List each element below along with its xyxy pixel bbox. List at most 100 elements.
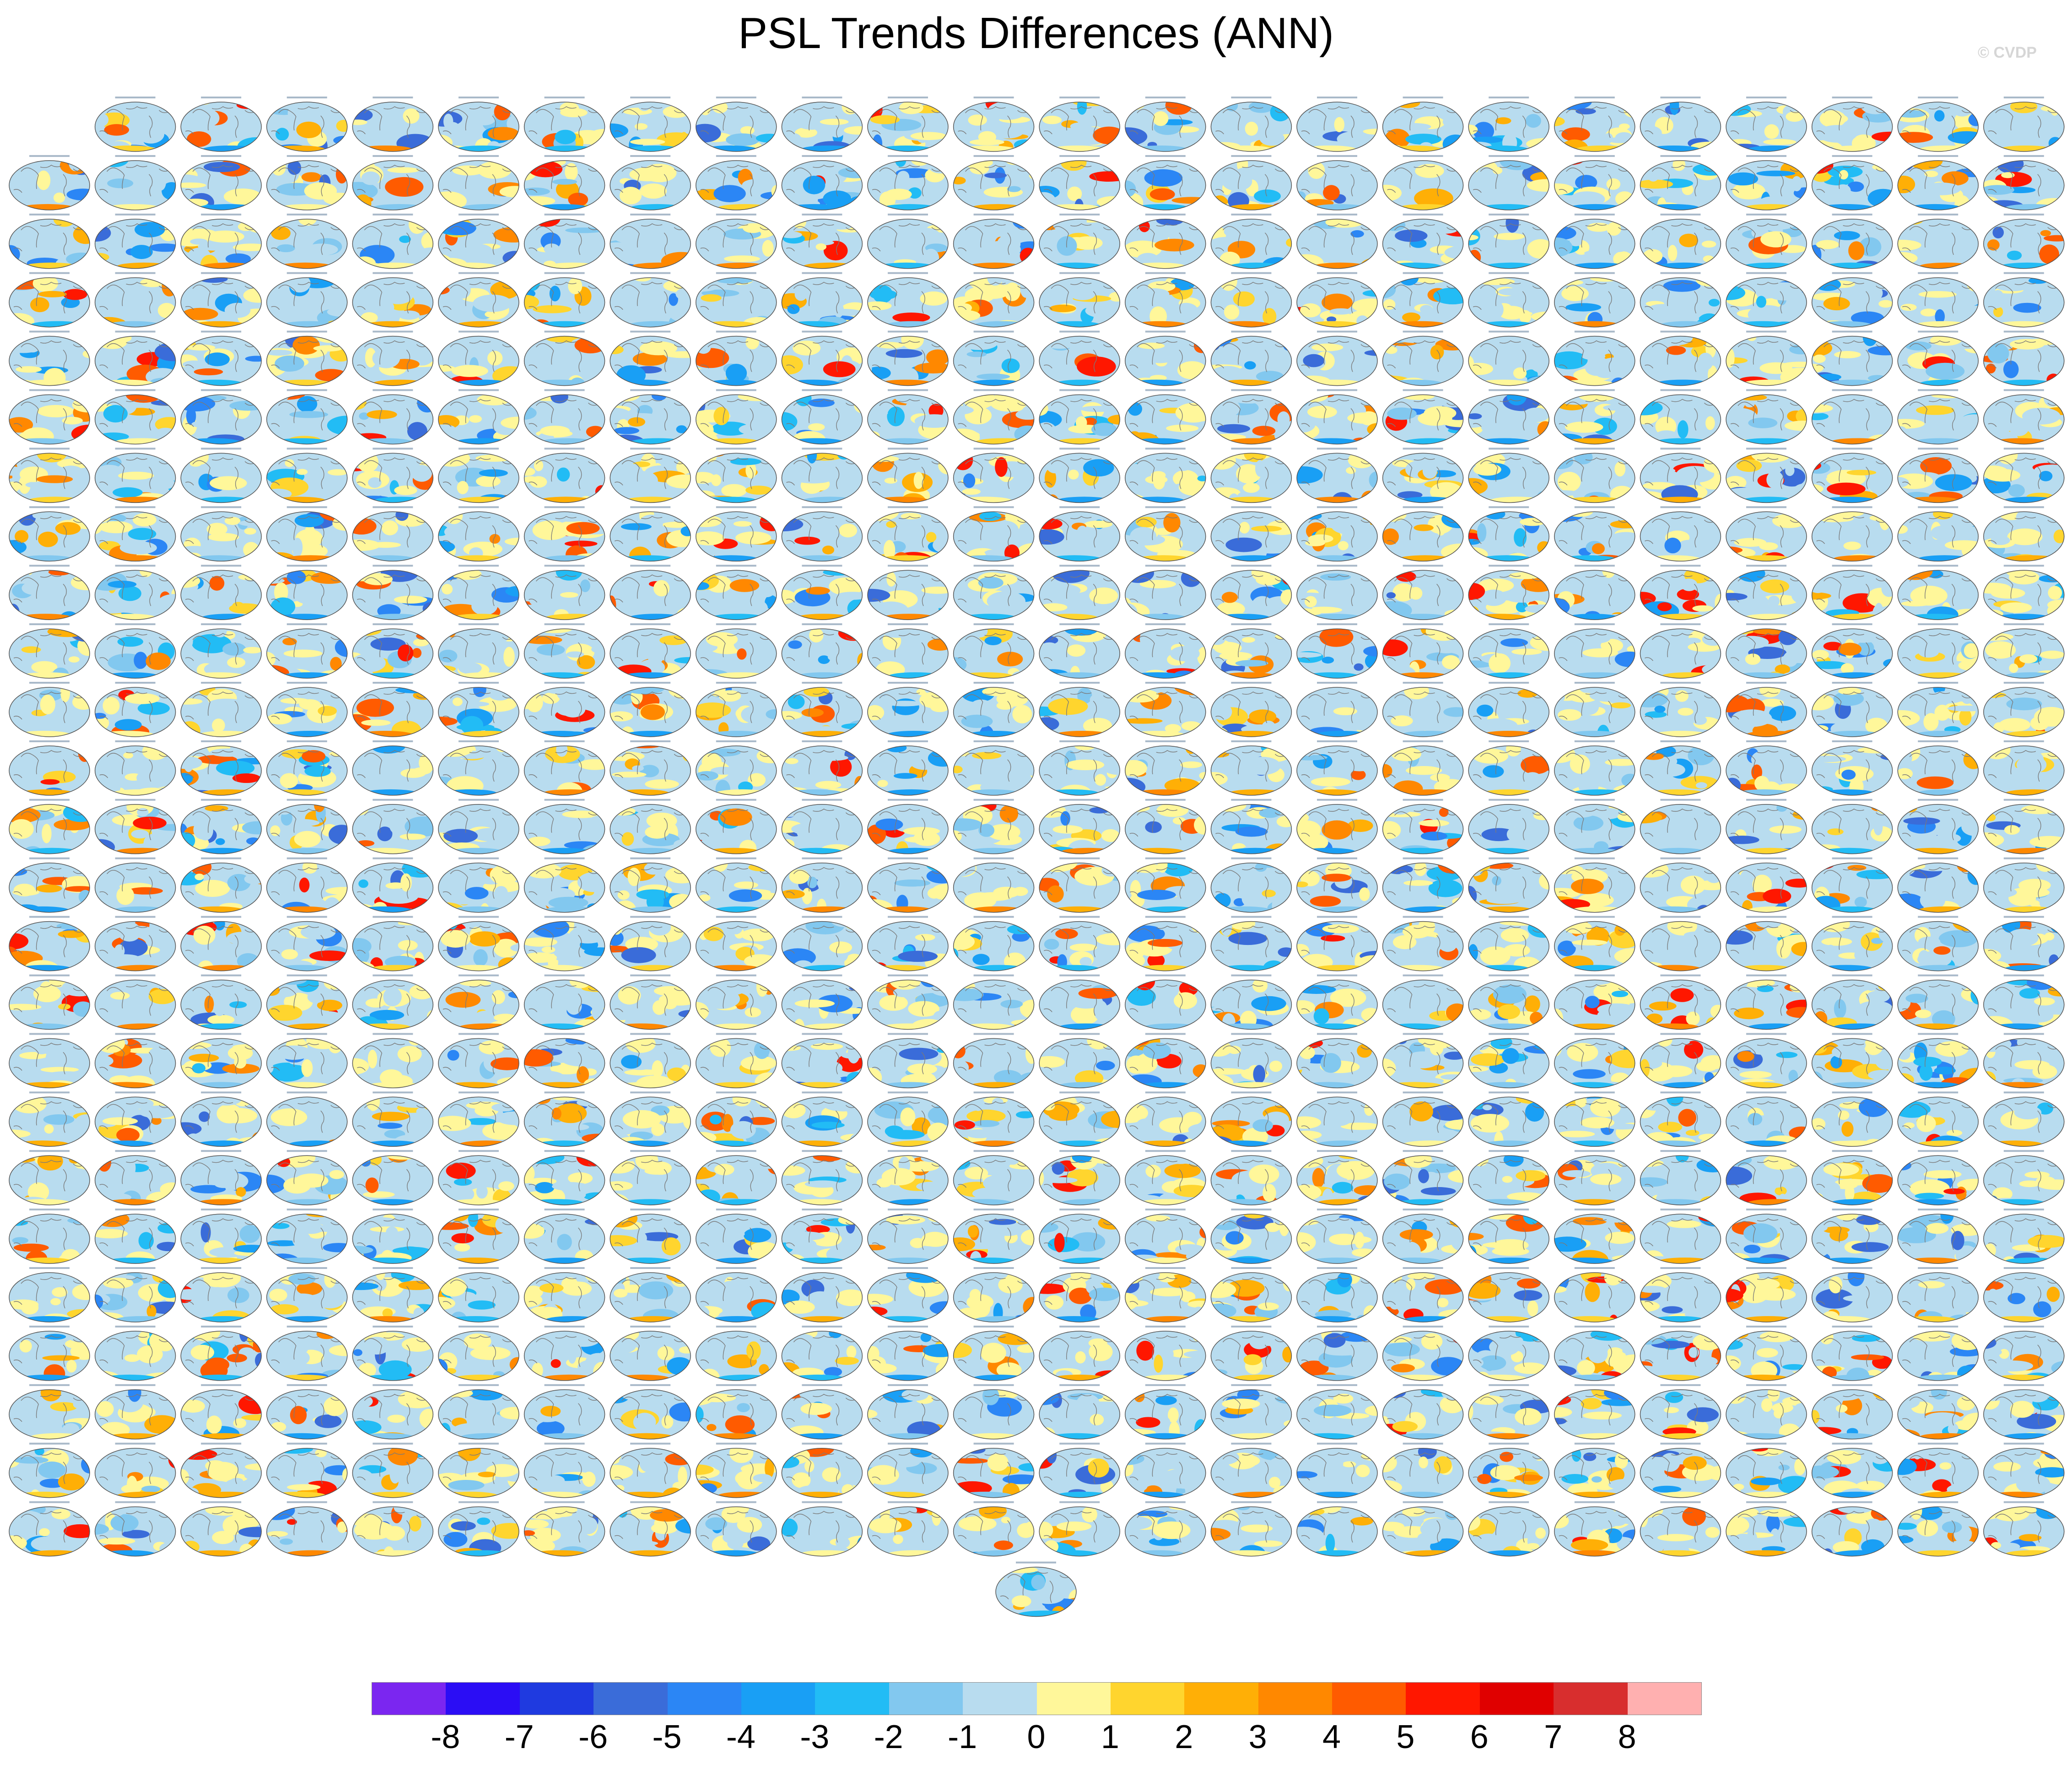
panel-title-text <box>1317 974 1357 977</box>
panel-title-text <box>1231 682 1272 684</box>
trend-map-panel <box>1468 565 1549 620</box>
panel-title-text <box>201 506 242 508</box>
panel-title-text <box>1574 213 1615 216</box>
trend-map-panel <box>9 213 90 269</box>
panel-title-text <box>1918 1267 1959 1269</box>
trend-map-panel <box>9 1442 90 1498</box>
panel-title-text <box>459 155 499 157</box>
panel-title-text <box>2003 1209 2044 1211</box>
colorbar-label: 1 <box>1101 1719 1119 1755</box>
trend-map-panel <box>352 448 434 503</box>
panel-title-text <box>1231 1325 1272 1328</box>
trend-map-panel <box>94 799 176 854</box>
panel-title-text <box>630 1442 671 1445</box>
trend-map-panel <box>610 565 691 620</box>
panel-title-text <box>1660 916 1701 918</box>
trend-map-panel <box>1983 330 2065 386</box>
trend-map-panel <box>781 623 863 679</box>
trend-map-panel <box>1726 623 1807 679</box>
trend-map-panel <box>1468 1091 1549 1147</box>
trend-map-panel <box>1125 506 1206 562</box>
colorbar-swatch-16 <box>1554 1683 1628 1715</box>
panel-title-text <box>544 330 585 333</box>
panel-title-text <box>459 565 499 567</box>
trend-map-panel <box>94 1442 176 1498</box>
trend-map-panel <box>1039 330 1120 386</box>
trend-map-panel <box>523 448 605 503</box>
trend-map-panel <box>1811 1384 1893 1440</box>
trend-map-panel <box>352 857 434 913</box>
panel-title-text <box>29 1442 70 1445</box>
trend-map-panel <box>696 1209 777 1264</box>
trend-map-panel <box>1554 272 1635 328</box>
panel-title-text <box>2003 97 2044 98</box>
panel-title-text <box>459 682 499 684</box>
trend-map-panel <box>781 565 863 620</box>
panel-title-text <box>1059 213 1100 216</box>
panel-title-text <box>1660 506 1701 508</box>
panel-title-text <box>1918 857 1959 859</box>
panel-title-text <box>1489 389 1529 391</box>
trend-map-panel <box>1983 623 2065 679</box>
panel-title-text <box>1317 1384 1357 1386</box>
trend-map-panel <box>1125 740 1206 796</box>
trend-map-panel <box>1296 740 1378 796</box>
panel-title-text <box>1317 1033 1357 1035</box>
trend-map-panel <box>94 857 176 913</box>
panel-title-text <box>372 272 413 274</box>
panel-title-text <box>459 1209 499 1211</box>
trend-map-panel <box>180 1150 262 1205</box>
panel-title-text <box>1660 623 1701 626</box>
panel-title-text <box>1832 1150 1872 1152</box>
trend-map-panel <box>781 857 863 913</box>
trend-map-panel <box>610 155 691 211</box>
trend-map-panel <box>266 916 348 972</box>
panel-title-text <box>1059 974 1100 977</box>
panel-title-text <box>459 213 499 216</box>
panel-title-text <box>1918 1150 1959 1152</box>
panel-title-text <box>115 1033 156 1035</box>
panel-title-text <box>459 974 499 977</box>
panel-title-text <box>888 1501 928 1503</box>
panel-title-text <box>1489 1325 1529 1328</box>
panel-title-text <box>286 272 327 274</box>
panel-title-text <box>115 682 156 684</box>
trend-map-panel <box>1554 857 1635 913</box>
panel-title-text <box>1059 389 1100 391</box>
trend-map-panel <box>1125 1091 1206 1147</box>
panel-title-text <box>201 857 242 859</box>
panel-title-text <box>802 1501 842 1503</box>
panel-title-text <box>716 97 756 98</box>
panel-title-text <box>29 330 70 333</box>
panel-title-text <box>201 1209 242 1211</box>
panel-title-text <box>544 506 585 508</box>
trend-map-panel <box>1811 857 1893 913</box>
panel-title-text <box>1660 330 1701 333</box>
trend-map-panel <box>867 1501 949 1557</box>
panel-title-text <box>459 1091 499 1094</box>
trend-map-panel <box>1468 1442 1549 1498</box>
panel-title-text <box>286 682 327 684</box>
colorbar-label: -8 <box>431 1719 460 1755</box>
trend-map-panel <box>953 213 1035 269</box>
trend-map-panel <box>953 155 1035 211</box>
map-panel-grid <box>9 97 2065 1617</box>
panel-title-text <box>1145 916 1186 918</box>
panel-title-text <box>544 272 585 274</box>
panel-title-text <box>802 799 842 801</box>
trend-map-panel <box>1640 506 1721 562</box>
trend-map-panel <box>1554 448 1635 503</box>
panel-title-text <box>115 740 156 742</box>
trend-map-panel <box>266 1325 348 1381</box>
trend-map-panel <box>1554 974 1635 1030</box>
panel-title-text <box>1145 272 1186 274</box>
trend-map-panel <box>523 799 605 854</box>
trend-map-panel <box>867 799 949 854</box>
trend-map-panel <box>94 565 176 620</box>
panel-title-text <box>1832 97 1872 98</box>
trend-map-panel <box>1726 272 1807 328</box>
panel-title-text <box>1918 272 1959 274</box>
panel-title-text <box>544 155 585 157</box>
trend-map-panel <box>266 448 348 503</box>
trend-map-panel <box>1382 1442 1464 1498</box>
